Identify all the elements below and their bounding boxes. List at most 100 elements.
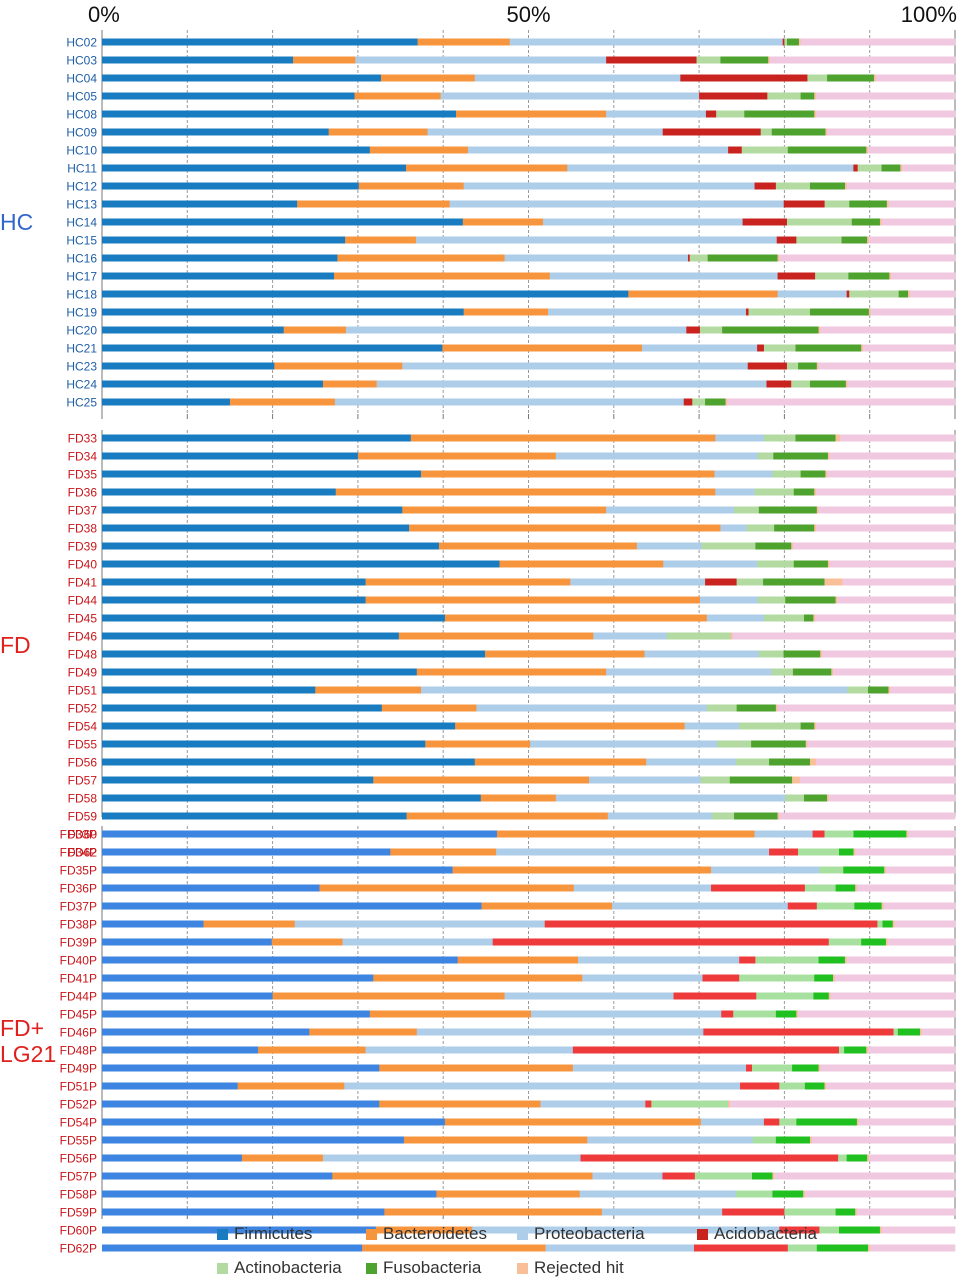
bar-segment xyxy=(796,236,842,244)
bar-segment xyxy=(570,578,706,586)
bar-segment xyxy=(881,164,901,172)
bar-segment xyxy=(472,1226,780,1234)
row-label: FD62P xyxy=(60,1242,97,1256)
bar-segment xyxy=(102,128,329,136)
bar-segment xyxy=(757,344,765,352)
bar-segment xyxy=(705,110,717,118)
bar-segment xyxy=(606,110,707,118)
bar-segment xyxy=(839,434,956,442)
bar-segment xyxy=(868,308,871,316)
bar-segment xyxy=(868,236,956,244)
bar-segment xyxy=(795,344,862,352)
bar-segment xyxy=(760,128,773,136)
bar-segment xyxy=(102,1010,371,1018)
bar-segment xyxy=(866,1046,869,1054)
bar-segment xyxy=(783,200,825,208)
bar-segment xyxy=(777,272,816,280)
bar-segment xyxy=(102,506,403,514)
bar-segment xyxy=(102,812,407,820)
bar-segment xyxy=(861,938,887,946)
bar-segment xyxy=(416,668,607,676)
bar-segment xyxy=(819,866,844,874)
bar-segment xyxy=(102,326,284,334)
bar-segment xyxy=(409,524,721,532)
bar-segment xyxy=(481,902,613,910)
bar-segment xyxy=(772,1190,804,1198)
bar-segment xyxy=(406,812,609,820)
bar-segment xyxy=(888,200,956,208)
legend-item: Proteobacteria xyxy=(517,1224,645,1244)
bar-segment xyxy=(855,884,858,892)
bar-segment xyxy=(444,1118,702,1126)
bar-segment xyxy=(746,524,775,532)
bar-segment xyxy=(777,254,780,262)
x-tick-label: 0% xyxy=(88,2,120,27)
bar-segment xyxy=(703,1028,894,1036)
bar-segment xyxy=(606,506,735,514)
row-label: HC21 xyxy=(66,342,97,356)
legend-swatch xyxy=(366,1262,377,1274)
bar-segment xyxy=(835,884,856,892)
bar-segment xyxy=(354,92,441,100)
row-label: FD38 xyxy=(68,522,98,536)
bar-segment xyxy=(736,578,764,586)
bar-segment xyxy=(365,596,701,604)
row-label: FD44 xyxy=(68,594,98,608)
bar-segment xyxy=(365,1046,574,1054)
bar-segment xyxy=(592,1172,663,1180)
bar-segment xyxy=(721,1010,734,1018)
bar-segment xyxy=(548,308,747,316)
bar-segment xyxy=(846,956,956,964)
bar-segment xyxy=(102,218,464,226)
bar-segment xyxy=(102,920,204,928)
bar-segment xyxy=(102,884,320,892)
bar-segment xyxy=(587,1136,754,1144)
bar-segment xyxy=(888,686,891,694)
row-label: HC03 xyxy=(66,54,97,68)
bar-segment xyxy=(271,938,343,946)
bar-segment xyxy=(824,578,843,586)
bar-segment xyxy=(814,524,817,532)
bar-segment xyxy=(485,650,645,658)
legend-swatch xyxy=(217,1262,228,1274)
bar-segment xyxy=(102,776,374,784)
bar-segment xyxy=(786,38,800,46)
bar-segment xyxy=(816,1244,869,1252)
bar-segment xyxy=(814,92,817,100)
bar-segment xyxy=(856,884,956,892)
row-label: FD35P xyxy=(60,864,97,878)
bar-segment xyxy=(824,1082,827,1090)
bar-segment xyxy=(229,398,336,406)
bar-segment xyxy=(818,362,956,370)
row-label: HC08 xyxy=(66,108,97,122)
bar-segment xyxy=(843,866,885,874)
bar-segment xyxy=(102,290,629,298)
bar-segment xyxy=(315,686,422,694)
bar-segment xyxy=(714,470,773,478)
bar-segment xyxy=(699,596,759,604)
bar-segment xyxy=(809,380,847,388)
bar-segment xyxy=(881,218,956,226)
bar-segment xyxy=(746,308,749,316)
bar-segment xyxy=(783,650,821,658)
row-label: HC24 xyxy=(66,378,97,392)
bar-segment xyxy=(792,542,956,550)
bar-segment xyxy=(827,452,830,460)
bar-segment xyxy=(102,254,338,262)
bar-segment xyxy=(755,956,819,964)
legend-swatch xyxy=(366,1228,377,1240)
bar-segment xyxy=(746,1064,753,1072)
bar-segment xyxy=(335,488,716,496)
bar-segment xyxy=(390,848,497,856)
bar-segment xyxy=(102,1118,446,1126)
bar-segment xyxy=(688,254,691,262)
bar-segment xyxy=(791,380,811,388)
legend-label: Actinobacteria xyxy=(234,1258,342,1277)
row-label: FD57P xyxy=(60,1170,97,1184)
bar-segment xyxy=(773,452,829,460)
bar-segment xyxy=(774,524,815,532)
bar-segment xyxy=(504,992,674,1000)
bar-segment xyxy=(818,1064,821,1072)
bar-segment xyxy=(763,614,805,622)
bar-segment xyxy=(879,218,882,226)
